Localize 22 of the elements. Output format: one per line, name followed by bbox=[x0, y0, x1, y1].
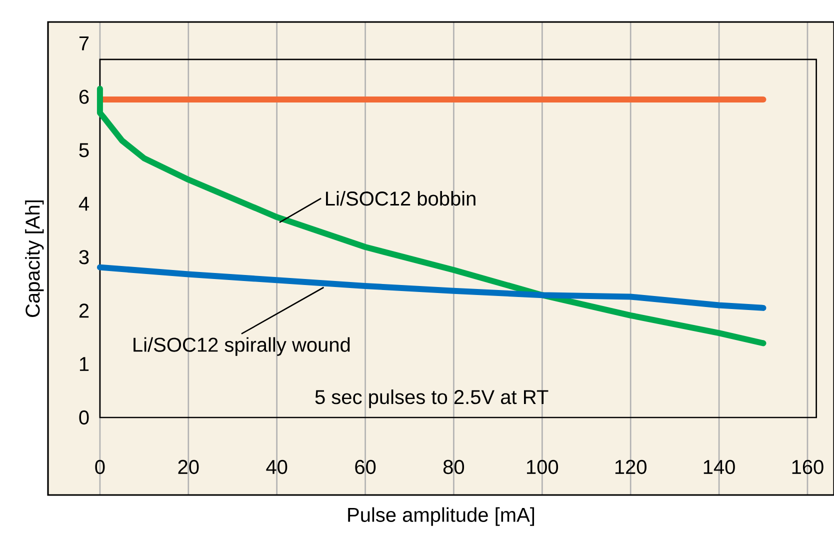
x-tick-label: 140 bbox=[704, 460, 735, 474]
x-tick-label: 160 bbox=[792, 460, 824, 474]
y-tick-label: 6 bbox=[79, 90, 89, 104]
y-tick-label: 4 bbox=[78, 196, 89, 211]
y-tick-label: 5 bbox=[79, 143, 89, 158]
x-tick-label: 0 bbox=[95, 460, 105, 474]
series-label: Li/SOC12 bobbin bbox=[326, 191, 476, 206]
y-tick-label: 1 bbox=[80, 357, 89, 371]
annotation: 5 sec pulses to 2.5V at RT bbox=[315, 389, 548, 408]
x-tick-label: 120 bbox=[615, 460, 646, 474]
y-tick-label: 2 bbox=[79, 304, 89, 318]
x-axis-title: Pulse amplitude [mA] bbox=[348, 507, 534, 526]
x-tick-label: 40 bbox=[266, 460, 288, 474]
x-tick-label: 80 bbox=[443, 460, 464, 474]
y-tick-label: 0 bbox=[79, 410, 89, 425]
y-tick-label: 3 bbox=[79, 250, 89, 264]
x-tick-label: 60 bbox=[355, 460, 376, 474]
x-tick-label: 20 bbox=[178, 460, 199, 474]
y-tick-label: 7 bbox=[79, 36, 89, 50]
text: Li/SOC12 spirally wound bbox=[134, 337, 350, 356]
y-axis-title: Capacity [Ah] bbox=[25, 200, 44, 317]
x-tick-label: 100 bbox=[527, 460, 558, 474]
